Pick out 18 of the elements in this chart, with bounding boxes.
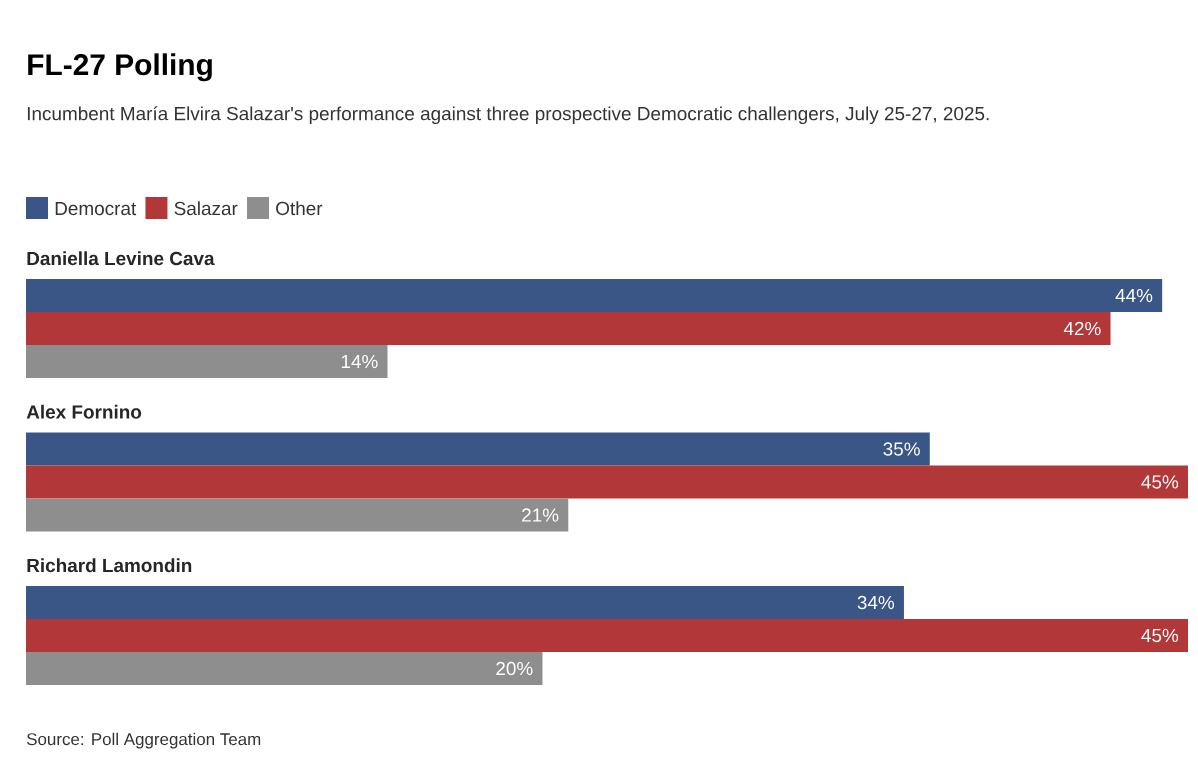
- source-note: Source: Poll Aggregation Team: [26, 732, 261, 749]
- chart-subtitle: Incumbent María Elvira Salazar's performance against three prospective Democratic challengers, July 25-27, 2025.: [27, 106, 989, 125]
- data-label: 45%: [1141, 475, 1179, 489]
- legend-label: Democrat: [55, 201, 137, 216]
- legend-label: Other: [276, 201, 323, 216]
- legend-label: Salazar: [174, 201, 238, 216]
- y-tick-label: Richard Lamondin: [27, 558, 192, 573]
- data-label: 14%: [341, 354, 378, 369]
- data-label: 20%: [496, 661, 533, 676]
- y-tick-label: Alex Fornino: [26, 404, 142, 419]
- data-label: 44%: [1115, 288, 1153, 303]
- data-label: 34%: [857, 595, 895, 610]
- data-label: 45%: [1141, 628, 1179, 643]
- data-label: 35%: [883, 442, 920, 456]
- data-label: 42%: [1063, 321, 1101, 336]
- y-tick-label: Daniella Levine Cava: [27, 251, 215, 266]
- data-label: 21%: [522, 508, 559, 522]
- chart-title: FL-27 Polling: [28, 53, 212, 82]
